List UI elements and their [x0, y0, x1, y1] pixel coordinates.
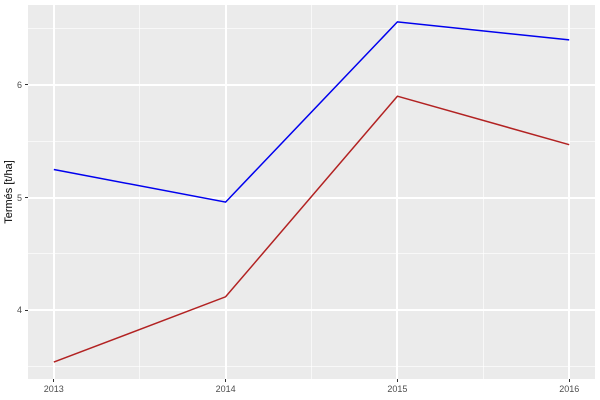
y-tick-label: 5 — [16, 192, 22, 203]
y-minor-gridline — [28, 366, 595, 368]
x-tick-label: 2014 — [215, 384, 236, 394]
y-major-gridline — [28, 309, 595, 312]
x-tick-label: 2016 — [559, 384, 580, 394]
plot-panel — [28, 5, 595, 379]
y-minor-gridline — [28, 140, 595, 142]
x-tick-label: 2015 — [387, 384, 408, 394]
x-tick-mark — [568, 379, 570, 382]
x-major-gridline — [568, 5, 571, 379]
y-minor-gridline — [28, 253, 595, 255]
y-tick-mark — [25, 197, 28, 199]
y-tick-label: 6 — [16, 79, 22, 90]
y-tick-mark — [25, 309, 28, 311]
x-major-gridline — [52, 5, 55, 379]
y-minor-gridline — [28, 28, 595, 30]
x-tick-mark — [53, 379, 55, 382]
plot-svg — [53, 21, 570, 363]
x-tick-label: 2013 — [43, 384, 64, 394]
x-major-gridline — [224, 5, 227, 379]
red-series-line — [53, 95, 570, 363]
x-major-gridline — [396, 5, 399, 379]
blue-series-line — [53, 21, 570, 203]
x-minor-gridline — [139, 5, 141, 379]
x-tick-mark — [396, 379, 398, 382]
x-tick-mark — [225, 379, 227, 382]
y-tick-mark — [25, 84, 28, 86]
y-major-gridline — [28, 83, 595, 86]
y-tick-label: 4 — [16, 305, 22, 316]
x-minor-gridline — [482, 5, 484, 379]
x-minor-gridline — [311, 5, 312, 379]
series-layer — [28, 5, 595, 379]
